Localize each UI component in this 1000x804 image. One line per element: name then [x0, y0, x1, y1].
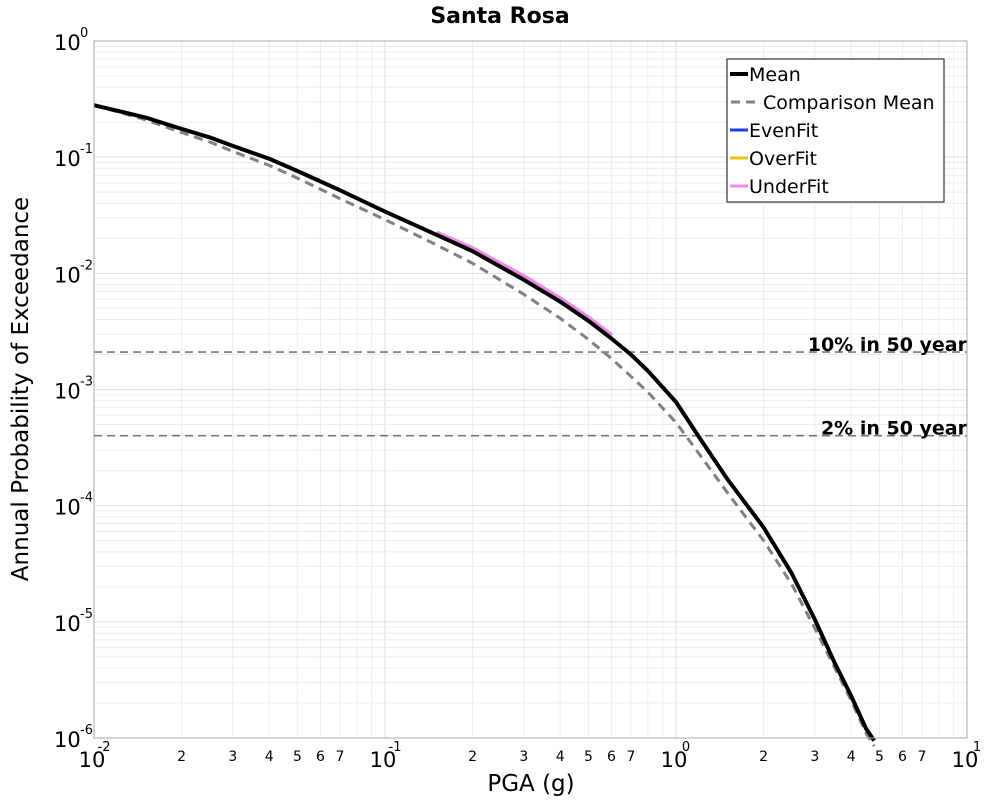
x-tick-exponent: -2: [98, 740, 111, 755]
x-tick-exponent: 1: [973, 740, 981, 755]
x-minor-tick-label: 4: [265, 749, 274, 765]
y-tick-label: 10: [54, 147, 81, 171]
x-minor-tick-label: 3: [810, 749, 819, 765]
x-minor-tick-label: 7: [917, 749, 926, 765]
x-minor-tick-label: 2: [759, 749, 768, 765]
legend: Mean Comparison Mean EvenFit OverFit UnderFi…: [726, 58, 945, 203]
y-tick-exponent: -1: [80, 142, 93, 157]
x-axis-label: PGA (g): [487, 771, 574, 797]
legend-item-label: Mean: [749, 64, 801, 86]
chart-title: Santa Rosa: [430, 4, 569, 29]
series-line-comparison-mean: [93, 103, 876, 747]
legend-item-label: OverFit: [749, 148, 817, 170]
x-minor-tick-label: 4: [556, 749, 565, 765]
x-minor-tick-label: 3: [519, 749, 528, 765]
reference-line-label: 10% in 50 year: [808, 334, 968, 356]
grid: [93, 41, 967, 739]
x-tick-label: 10: [952, 748, 979, 772]
y-tick-exponent: -2: [80, 258, 93, 273]
legend-item-label: EvenFit: [749, 120, 818, 142]
x-minor-tick-label: 6: [898, 749, 907, 765]
x-minor-tick-label: 6: [607, 749, 616, 765]
legend-box: [726, 58, 945, 203]
x-minor-tick-label: 6: [316, 749, 325, 765]
x-minor-tick-label: 7: [626, 749, 635, 765]
x-tick-label: 10: [661, 748, 688, 772]
x-tick-exponent: -1: [389, 740, 402, 755]
series-lines: [93, 103, 876, 747]
x-minor-tick-label: 2: [177, 749, 186, 765]
x-minor-tick-label: 3: [228, 749, 237, 765]
y-tick-exponent: -6: [80, 723, 93, 738]
y-tick-exponent: -3: [80, 375, 93, 390]
y-tick-label: 10: [54, 31, 81, 55]
y-tick-label: 10: [54, 612, 81, 636]
y-tick-exponent: 0: [80, 26, 88, 41]
y-tick-label: 10: [54, 263, 81, 287]
reference-lines: 10% in 50 year 2% in 50 year: [94, 334, 968, 440]
reference-line-label: 2% in 50 year: [821, 418, 968, 440]
x-minor-tick-label: 2: [468, 749, 477, 765]
y-tick-exponent: -4: [80, 491, 93, 506]
x-minor-tick-label: 4: [847, 749, 856, 765]
y-axis-label: Annual Probability of Exceedance: [8, 197, 34, 581]
x-tick-label: 10: [370, 748, 397, 772]
plot-frame: [93, 40, 968, 739]
y-tick-exponent: -5: [80, 607, 93, 622]
x-minor-tick-label: 7: [335, 749, 344, 765]
x-minor-tick-label: 5: [875, 749, 884, 765]
y-tick-label: 10: [54, 496, 81, 520]
legend-item-label: Comparison Mean: [763, 92, 935, 114]
x-tick-label: 10: [79, 748, 106, 772]
series-line-mean: [93, 103, 876, 742]
x-minor-tick-label: 5: [293, 749, 302, 765]
x-minor-tick-label: 5: [584, 749, 593, 765]
legend-item-label: UnderFit: [749, 176, 829, 198]
y-tick-label: 10: [54, 380, 81, 404]
y-tick-label: 10: [54, 728, 81, 752]
x-tick-exponent: 0: [682, 740, 690, 755]
